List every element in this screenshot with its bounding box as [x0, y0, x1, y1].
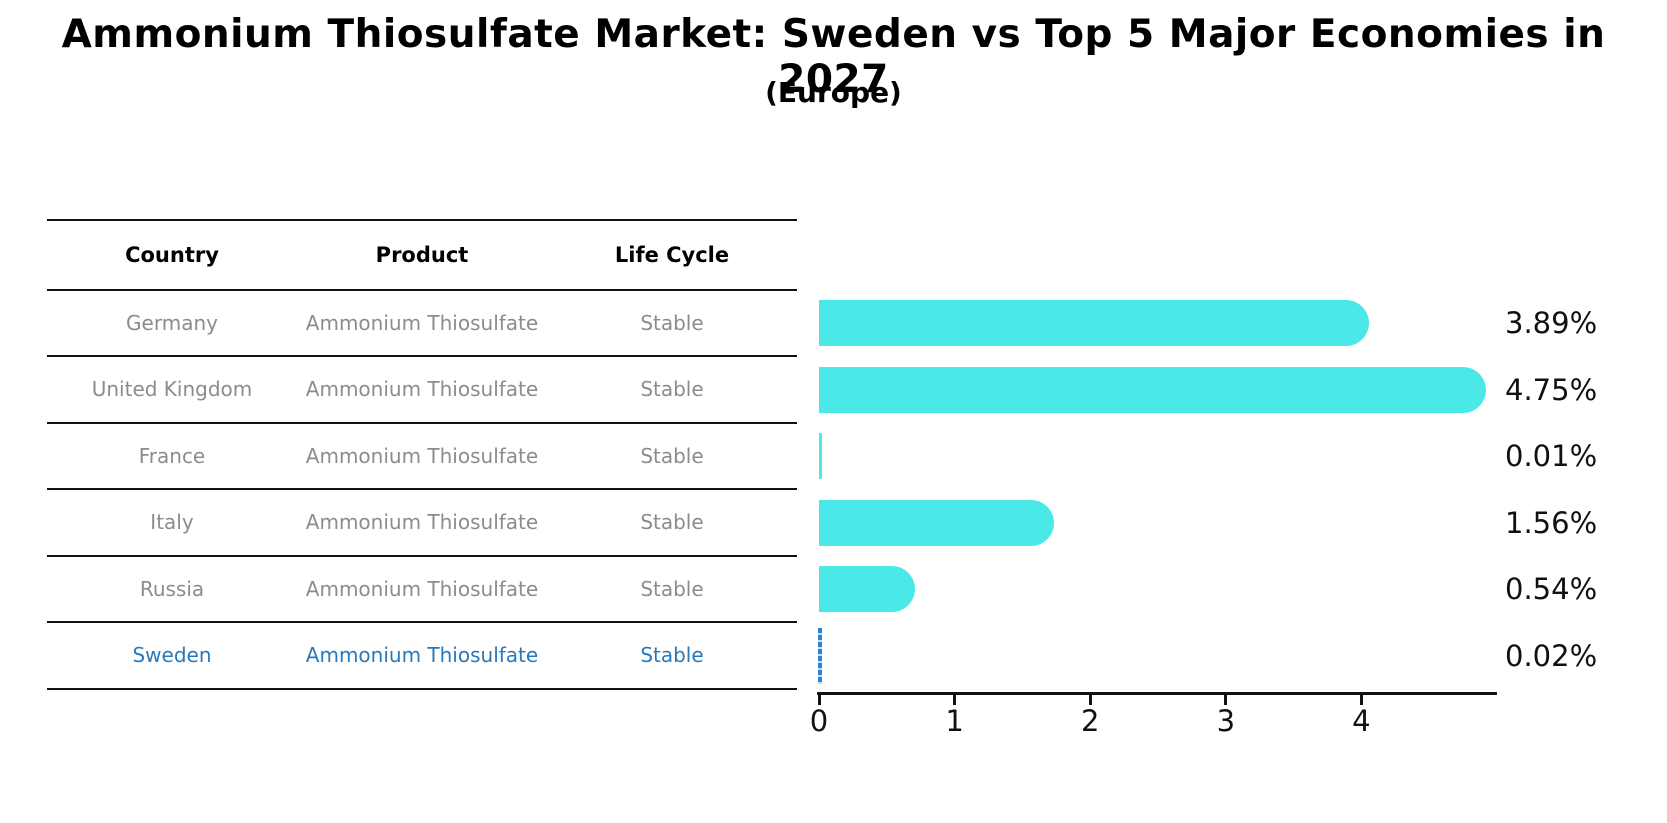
chart-subtitle: (Europe) — [765, 76, 902, 109]
table-header-rule — [47, 289, 797, 291]
country-cell: France — [138, 444, 206, 468]
table-header-row: Country Product Life Cycle — [47, 222, 797, 288]
product-cell: Ammonium Thiosulfate — [305, 510, 539, 534]
x-axis-tick-mark — [1359, 695, 1363, 705]
country-cell: Russia — [139, 577, 205, 601]
x-axis-tick-label: 1 — [945, 704, 964, 738]
table-row-rule — [47, 621, 797, 623]
country-cell: Sweden — [132, 643, 212, 667]
product-cell: Ammonium Thiosulfate — [305, 377, 539, 401]
highlight-dashed-bar-sweden — [817, 627, 822, 684]
x-axis-tick-mark — [817, 695, 821, 705]
product-cell: Ammonium Thiosulfate — [305, 444, 539, 468]
life-cycle-cell: Stable — [640, 311, 704, 335]
x-axis-line — [817, 692, 1497, 695]
bar-russia — [819, 566, 916, 612]
column-header-life-cycle: Life Cycle — [614, 243, 730, 267]
table-row: Italy Ammonium Thiosulfate Stable — [47, 489, 797, 555]
table-row: United Kingdom Ammonium Thiosulfate Stab… — [47, 356, 797, 422]
product-cell: Ammonium Thiosulfate — [305, 643, 539, 667]
bar-united-kingdom — [819, 366, 1487, 413]
country-cell: Italy — [150, 510, 194, 534]
table-top-rule — [47, 219, 797, 221]
x-axis-tick-mark — [1224, 695, 1228, 705]
life-cycle-cell: Stable — [640, 643, 704, 667]
table-row: Russia Ammonium Thiosulfate Stable — [47, 556, 797, 622]
x-axis-tick-mark — [953, 695, 957, 705]
table-row-rule — [47, 355, 797, 357]
value-label: 0.01% — [1505, 439, 1598, 473]
table-row-rule — [47, 488, 797, 490]
x-axis-tick-label: 4 — [1352, 704, 1371, 738]
value-label: 3.89% — [1505, 306, 1598, 340]
bar-italy — [819, 499, 1054, 546]
life-cycle-cell: Stable — [640, 444, 704, 468]
bar-germany — [819, 300, 1370, 346]
bar-france — [819, 433, 822, 479]
country-cell: Germany — [126, 311, 218, 335]
table-row: Germany Ammonium Thiosulfate Stable — [47, 290, 797, 356]
life-cycle-cell: Stable — [640, 577, 704, 601]
life-cycle-cell: Stable — [640, 377, 704, 401]
table-bottom-rule — [47, 688, 797, 690]
value-label: 1.56% — [1505, 505, 1598, 540]
value-label: 0.02% — [1505, 638, 1598, 673]
table-row-rule — [47, 422, 797, 424]
value-label: 0.54% — [1505, 572, 1598, 606]
table-row-rule — [47, 555, 797, 557]
product-cell: Ammonium Thiosulfate — [305, 311, 539, 335]
column-header-product: Product — [375, 243, 469, 267]
x-axis-tick-label: 2 — [1080, 704, 1100, 738]
value-label: 4.75% — [1505, 372, 1598, 407]
x-axis-tick-label: 3 — [1216, 704, 1236, 738]
product-cell: Ammonium Thiosulfate — [305, 577, 539, 601]
life-cycle-cell: Stable — [640, 510, 704, 534]
table-row-sweden-highlight: Sweden Ammonium Thiosulfate Stable — [47, 622, 797, 688]
country-cell: United Kingdom — [91, 377, 253, 401]
x-axis-tick-label: 0 — [809, 704, 829, 738]
table-row: France Ammonium Thiosulfate Stable — [47, 423, 797, 489]
x-axis-tick-mark — [1088, 695, 1092, 705]
column-header-country: Country — [125, 243, 219, 267]
chart-title: Ammonium Thiosulfate Market: Sweden vs T… — [61, 12, 1606, 102]
